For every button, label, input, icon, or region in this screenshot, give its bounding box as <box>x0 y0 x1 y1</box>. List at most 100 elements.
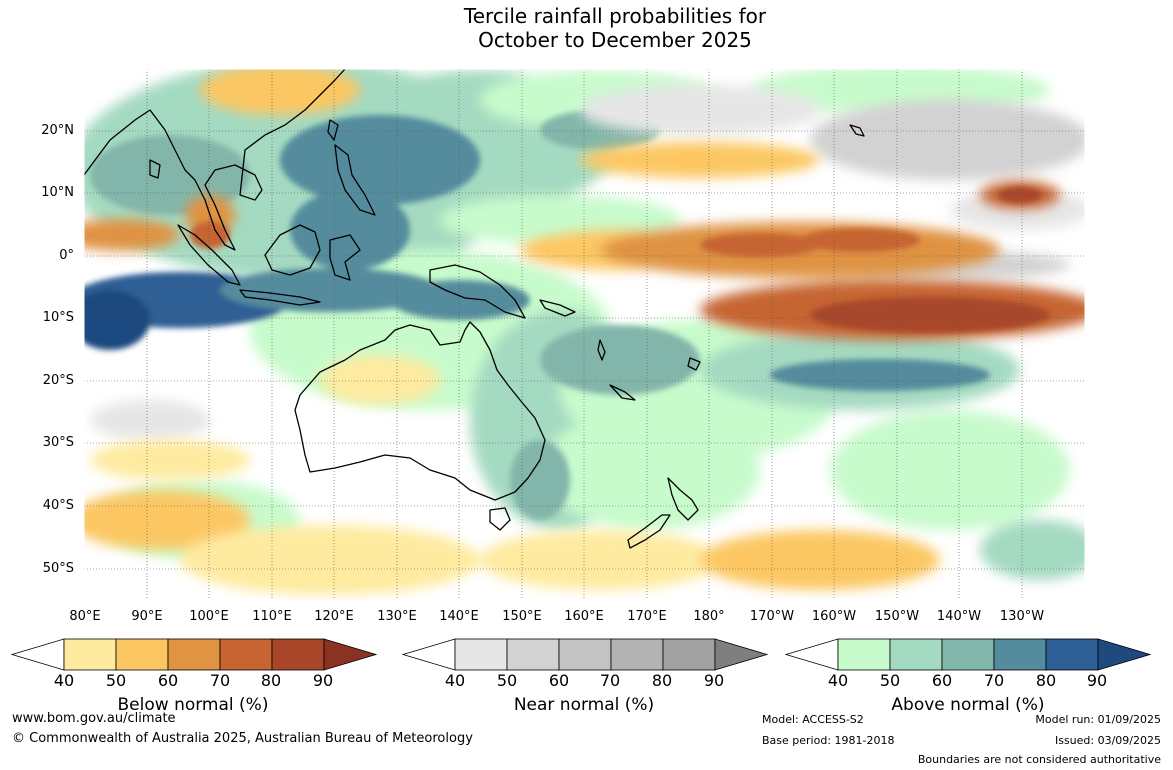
above-tick-50: 50 <box>879 671 901 690</box>
hawaii-islands <box>849 124 865 137</box>
lon-label-140e: 140°E <box>439 609 479 624</box>
sulawesi-coastline <box>329 234 361 281</box>
above-colorbar-min-triangle <box>784 638 839 671</box>
fiji-coastline <box>687 357 701 371</box>
title-line-1: Tercile rainfall probabilities for <box>463 4 767 28</box>
below-colorbar-segment-2 <box>115 638 169 671</box>
near-tick-50: 50 <box>496 671 518 690</box>
above-colorbar-segment-3 <box>941 638 995 671</box>
lat-label-0: 0° <box>59 248 74 263</box>
lon-label-140w: 140°W <box>936 609 982 624</box>
sumatra-coastline <box>177 224 241 286</box>
below-colorbar-segment-1 <box>63 638 117 671</box>
java-coastline <box>239 289 321 306</box>
lat-label-20n: 20°N <box>41 123 74 138</box>
above-normal-title: Above normal (%) <box>891 695 1045 715</box>
lat-label-40s: 40°S <box>42 498 74 513</box>
near-tick-90: 90 <box>703 671 725 690</box>
below-tick-60: 60 <box>157 671 179 690</box>
above-tick-60: 60 <box>931 671 953 690</box>
below-colorbar-max-triangle <box>323 638 378 671</box>
near-colorbar-segment-3 <box>558 638 612 671</box>
lon-label-130w: 130°W <box>999 609 1045 624</box>
asia-mainland-coastline <box>84 69 346 251</box>
lon-label-150w: 150°W <box>874 609 920 624</box>
lon-label-160w: 160°W <box>811 609 857 624</box>
website-link[interactable]: www.bom.gov.au/climate <box>12 711 176 726</box>
near-colorbar-max-triangle <box>714 638 769 671</box>
near-colorbar-min-triangle <box>401 638 456 671</box>
near-colorbar-segment-4 <box>610 638 664 671</box>
below-colorbar-segment-4 <box>219 638 273 671</box>
lat-label-10s: 10°S <box>42 310 74 325</box>
title-line-2: October to December 2025 <box>478 28 752 52</box>
below-normal-regions <box>84 69 1085 595</box>
solomon-islands <box>539 299 576 317</box>
near-tick-80: 80 <box>651 671 673 690</box>
near-colorbar-segment-5 <box>662 638 716 671</box>
near-colorbar-segment-2 <box>506 638 560 671</box>
taiwan-coastline <box>327 119 339 141</box>
vanuatu-islands <box>597 339 606 361</box>
below-tick-40: 40 <box>53 671 75 690</box>
lat-label-20s: 20°S <box>42 373 74 388</box>
lat-label-50s: 50°S <box>42 561 74 576</box>
above-colorbar-segment-2 <box>889 638 943 671</box>
above-tick-80: 80 <box>1035 671 1057 690</box>
below-colorbar-min-triangle <box>10 638 65 671</box>
near-tick-40: 40 <box>444 671 466 690</box>
below-tick-70: 70 <box>209 671 231 690</box>
model-run-text: Model run: 01/09/2025 <box>1035 713 1161 726</box>
above-colorbar-max-triangle <box>1097 638 1152 671</box>
lon-label-130e: 130°E <box>377 609 417 624</box>
lon-label-90e: 90°E <box>131 609 163 624</box>
above-colorbar-segment-1 <box>837 638 891 671</box>
near-tick-70: 70 <box>599 671 621 690</box>
philippines-coastline <box>334 144 376 216</box>
below-colorbar-segment-5 <box>271 638 325 671</box>
tasmania-coastline <box>489 507 511 531</box>
near-normal-title: Near normal (%) <box>513 695 655 715</box>
new-zealand-north <box>667 477 699 521</box>
near-tick-60: 60 <box>548 671 570 690</box>
map-title: Tercile rainfall probabilities for Octob… <box>0 4 1173 52</box>
above-colorbar-segment-4 <box>993 638 1047 671</box>
map-frame <box>83 68 1086 601</box>
below-tick-50: 50 <box>105 671 127 690</box>
below-normal-title: Below normal (%) <box>117 695 269 715</box>
sri-lanka-coastline <box>149 159 161 179</box>
new-guinea-coastline <box>429 264 526 319</box>
lon-label-80e: 80°E <box>69 609 101 624</box>
base-period-text: Base period: 1981-2018 <box>762 734 895 747</box>
lat-label-10n: 10°N <box>41 185 74 200</box>
above-tick-70: 70 <box>983 671 1005 690</box>
below-tick-90: 90 <box>312 671 334 690</box>
colorbars <box>10 638 1152 671</box>
lon-label-120e: 120°E <box>314 609 354 624</box>
strong-below-normal-regions <box>190 187 1050 333</box>
lon-label-180: 180° <box>693 609 725 624</box>
above-colorbar-segment-5 <box>1045 638 1099 671</box>
lon-label-160e: 160°E <box>564 609 604 624</box>
boundaries-note: Boundaries are not considered authoritat… <box>917 753 1161 766</box>
near-colorbar-segment-1 <box>454 638 508 671</box>
lat-gridlines <box>84 130 1085 570</box>
lon-label-170e: 170°E <box>627 609 667 624</box>
below-tick-80: 80 <box>260 671 282 690</box>
lon-label-110e: 110°E <box>252 609 292 624</box>
coastlines <box>84 69 865 549</box>
above-tick-90: 90 <box>1086 671 1108 690</box>
lat-label-30s: 30°S <box>42 435 74 450</box>
australia-coastline <box>294 321 546 501</box>
lon-label-170w: 170°W <box>749 609 795 624</box>
copyright-text: © Commonwealth of Australia 2025, Austra… <box>12 731 473 746</box>
lon-label-150e: 150°E <box>502 609 542 624</box>
new-zealand-south <box>627 514 671 549</box>
model-text: Model: ACCESS-S2 <box>762 713 864 726</box>
above-tick-40: 40 <box>827 671 849 690</box>
borneo-coastline <box>264 224 321 276</box>
new-caledonia-coastline <box>609 384 636 401</box>
map-field <box>84 69 1085 600</box>
issued-text: Issued: 03/09/2025 <box>1054 734 1161 747</box>
